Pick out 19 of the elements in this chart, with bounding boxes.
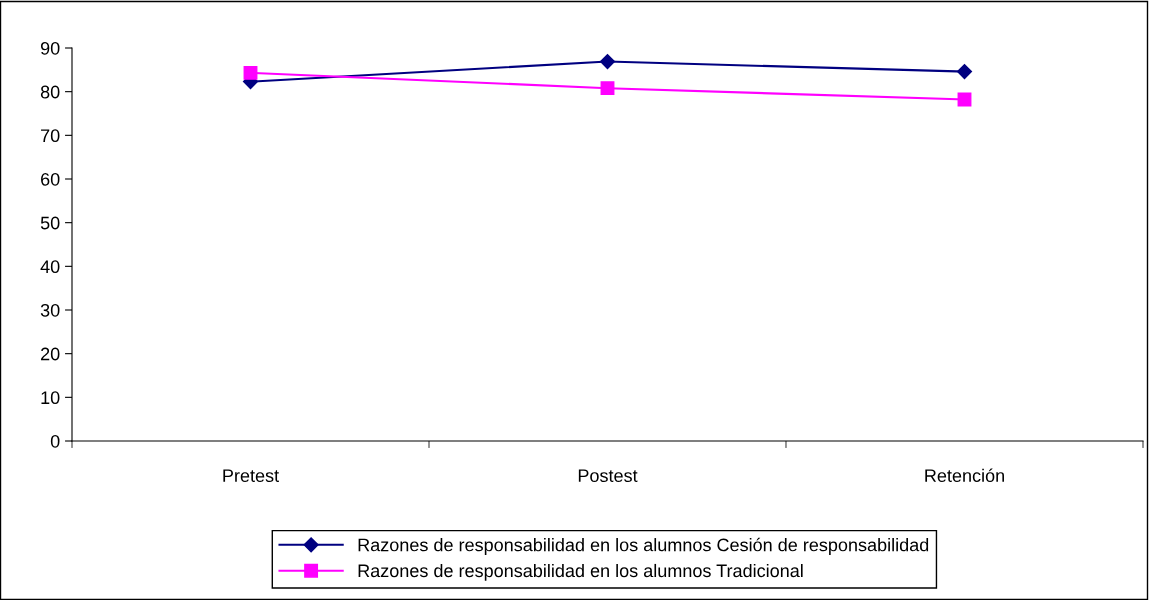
y-tick-label: 30 <box>40 303 60 317</box>
y-tick-label: 10 <box>41 391 60 405</box>
x-tick-label: Postest <box>578 469 638 483</box>
y-tick-label: 0 <box>50 434 60 448</box>
x-tick-label: Pretest <box>223 469 279 483</box>
point <box>600 81 615 96</box>
y-tick-label: 80 <box>40 85 60 99</box>
y-tick-label: 40 <box>40 260 60 274</box>
y-tick-label: 50 <box>40 216 60 230</box>
point <box>243 65 258 80</box>
y-tick-label: 60 <box>41 172 60 186</box>
legend-label: Razones de responsabilidad en los alumnos Cesión de responsabilidad <box>358 537 929 555</box>
y-tick-label: 90 <box>40 41 60 55</box>
legend-label: Razones de responsabilidad en los alumnos Tradicional <box>358 563 803 581</box>
x-tick-label: Retención <box>925 468 1004 483</box>
point <box>956 64 973 80</box>
y-tick-label: 70 <box>41 129 60 143</box>
y-tick-label: 20 <box>41 347 60 361</box>
point <box>599 53 616 70</box>
